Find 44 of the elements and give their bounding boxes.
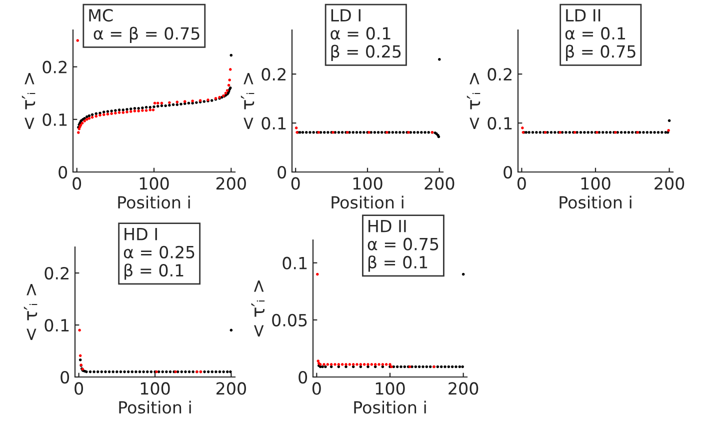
- annotation: HD I α = 0.25 β = 0.1: [124, 228, 194, 280]
- y-tick-label: 0: [504, 166, 512, 179]
- y-axis-title: < τ′ᵢ >: [466, 72, 480, 130]
- x-axis-title: Position i: [119, 400, 191, 414]
- x-tick-label: 100: [140, 177, 169, 190]
- y-tick-label: 0.05: [272, 314, 307, 326]
- y-tick-label: 0.1: [488, 116, 512, 130]
- y-axis-title: < τ′ᵢ >: [240, 72, 254, 130]
- y-tick-label: 0.1: [262, 116, 286, 130]
- x-tick-label: 0: [517, 177, 526, 190]
- x-tick-label: 200: [654, 177, 684, 190]
- x-axis-title: Position i: [118, 196, 190, 209]
- x-tick-label: 0: [74, 382, 84, 395]
- y-axis-title: < τ′ᵢ >: [24, 284, 38, 340]
- y-tick-label: 0.1: [42, 113, 67, 126]
- annotation: MC α = β = 0.75: [89, 8, 200, 43]
- y-tick-label: 0.1: [282, 256, 307, 270]
- y-tick-label: 0.2: [42, 60, 66, 74]
- x-tick-label: 200: [424, 177, 454, 190]
- y-tick-label: 0.2: [262, 68, 286, 81]
- x-axis-title: Position i: [560, 196, 632, 209]
- y-axis-title: < τ′ᵢ >: [251, 280, 265, 337]
- y-axis-title: < τ′ᵢ >: [22, 72, 36, 130]
- annotation: LD II α = 0.1 β = 0.75: [565, 9, 636, 62]
- y-tick-label: 0.2: [488, 68, 512, 81]
- y-tick-label: 0: [60, 370, 70, 384]
- annotation: LD I α = 0.1 β = 0.25: [330, 9, 401, 62]
- x-tick-label: 100: [353, 177, 382, 190]
- x-axis-title: Position i: [332, 196, 404, 209]
- x-tick-label: 0: [72, 177, 82, 190]
- x-tick-label: 200: [216, 382, 246, 395]
- y-tick-label: 0.1: [44, 318, 69, 332]
- x-tick-label: 200: [448, 382, 478, 395]
- y-tick-label: 0: [58, 166, 68, 179]
- annotation: HD II α = 0.75 β = 0.1: [368, 220, 438, 272]
- x-axis-title: Position i: [354, 400, 426, 414]
- y-tick-label: 0: [278, 166, 286, 179]
- y-tick-label: 0: [298, 370, 308, 384]
- x-tick-label: 200: [216, 177, 246, 190]
- y-tick-label: 0.2: [44, 266, 68, 280]
- x-tick-label: 0: [312, 382, 321, 395]
- x-tick-label: 100: [581, 177, 610, 190]
- x-tick-label: 100: [140, 382, 170, 395]
- x-tick-label: 100: [376, 382, 405, 395]
